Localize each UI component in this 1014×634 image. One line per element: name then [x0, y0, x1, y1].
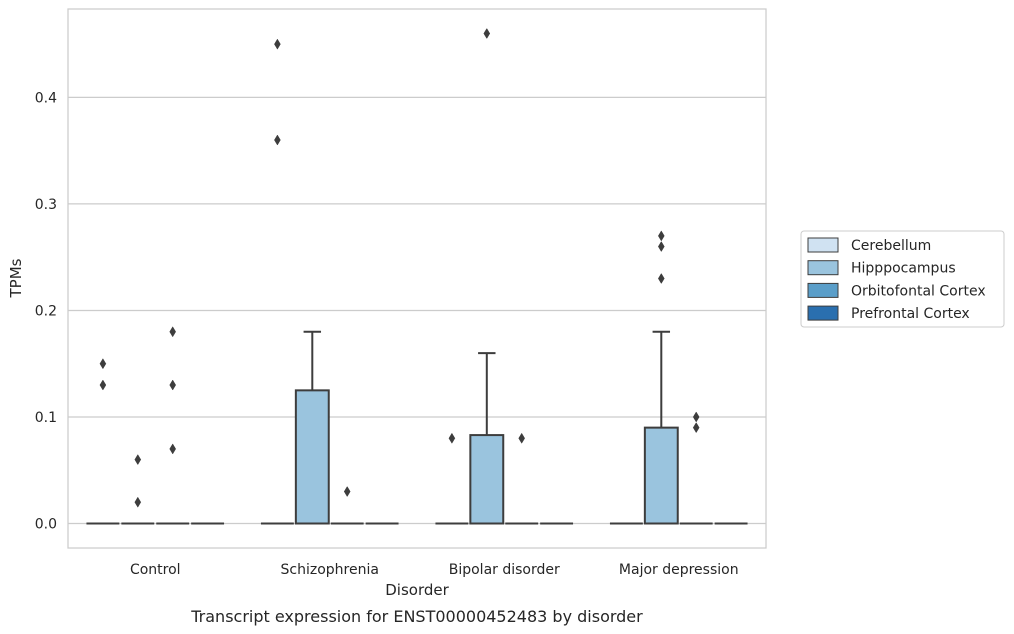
box-group — [156, 326, 190, 525]
outlier-point — [134, 496, 142, 508]
box-group — [86, 358, 120, 525]
outlier-point — [658, 230, 665, 242]
legend-label: Hipppocampus — [851, 261, 956, 277]
outlier-point — [99, 358, 107, 370]
legend-label: Cerebellum — [851, 238, 931, 254]
y-tick-label: 0.2 — [35, 303, 57, 319]
outlier-point — [692, 411, 700, 423]
outlier-point — [343, 486, 351, 498]
outlier-point — [518, 432, 525, 444]
x-axis-label: Disorder — [385, 581, 449, 599]
outlier-point — [169, 443, 176, 455]
x-tick-label: Major depression — [619, 562, 739, 578]
box — [469, 434, 505, 525]
plot-frame — [67, 8, 767, 549]
legend-label: Prefrontal Cortex — [851, 306, 970, 322]
legend-swatch — [807, 237, 839, 253]
outlier-point — [169, 379, 176, 391]
legend-swatch — [807, 305, 839, 321]
outlier-point — [658, 273, 665, 284]
outlier-point — [274, 38, 281, 50]
x-tick-label: Bipolar disorder — [449, 562, 560, 578]
x-tick-labels: Control Schizophrenia Bipolar disorder Majo… — [130, 562, 739, 578]
box-group — [121, 454, 155, 525]
x-tick-label: Control — [130, 562, 181, 578]
box-group — [330, 486, 364, 525]
y-tick-label: 0.0 — [35, 517, 57, 533]
chart-caption: Transcript expression for ENST0000045248… — [190, 607, 643, 626]
legend-swatch — [807, 260, 839, 276]
box-series — [86, 28, 748, 525]
legend-swatch — [807, 282, 839, 298]
y-tick-label: 0.1 — [35, 410, 57, 426]
y-tick-labels: 0.0 0.1 0.2 0.3 0.4 — [35, 90, 57, 532]
outlier-point — [169, 326, 176, 338]
box-group — [435, 432, 469, 525]
box-group — [505, 432, 539, 525]
y-axis-label: TPMs — [7, 258, 25, 298]
legend-frame — [800, 230, 1005, 328]
box-group — [260, 38, 294, 525]
box — [643, 426, 679, 525]
legend-label: Orbitofontal Cortex — [851, 283, 986, 299]
legend: Cerebellum Hipppocampus Orbitofontal Corte… — [800, 230, 1005, 328]
outlier-point — [483, 28, 491, 39]
box-group — [469, 28, 505, 525]
outlier-point — [692, 422, 700, 434]
outlier-point — [99, 379, 107, 391]
outlier-point — [274, 134, 281, 146]
y-tick-label: 0.3 — [35, 197, 57, 213]
box — [294, 389, 330, 525]
y-tick-label: 0.4 — [35, 90, 57, 106]
box-group — [679, 411, 713, 525]
outlier-point — [134, 454, 142, 466]
x-tick-label: Schizophrenia — [281, 562, 379, 578]
outlier-point — [448, 432, 456, 444]
box-group — [294, 330, 330, 525]
box-group — [643, 230, 679, 525]
outlier-point — [658, 241, 665, 253]
